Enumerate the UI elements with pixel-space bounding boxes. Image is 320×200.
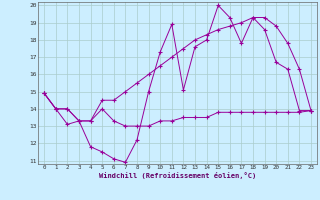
X-axis label: Windchill (Refroidissement éolien,°C): Windchill (Refroidissement éolien,°C) [99, 172, 256, 179]
